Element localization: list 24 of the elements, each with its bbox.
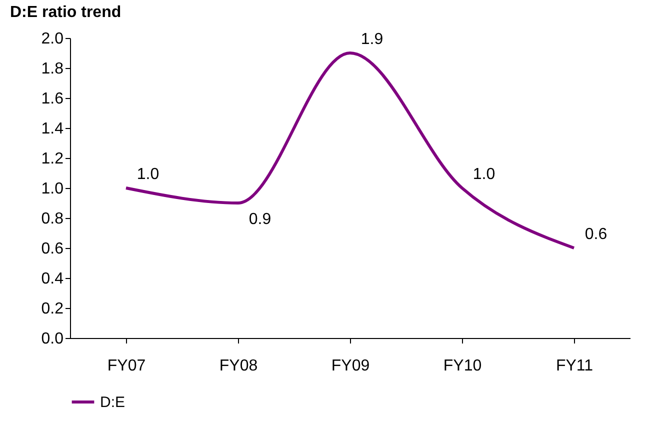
data-label: 1.0 — [136, 166, 160, 183]
y-tick-label: 0.2 — [41, 300, 64, 318]
y-tick-label: 0.8 — [41, 210, 64, 228]
x-tick-label: FY07 — [107, 358, 146, 374]
data-label: 0.6 — [584, 226, 608, 243]
y-tick-label: 1.2 — [41, 150, 64, 168]
x-tick-label: FY10 — [443, 358, 482, 374]
y-tick-label: 1.6 — [41, 90, 64, 108]
data-label: 1.9 — [360, 31, 384, 48]
chart-title: D:E ratio trend — [10, 4, 122, 21]
y-tick-label: 0.4 — [41, 270, 64, 288]
data-label: 1.0 — [472, 166, 496, 183]
y-tick-label: 1.8 — [41, 60, 64, 78]
x-tick-label: FY08 — [219, 358, 258, 374]
y-tick-label: 0.0 — [41, 330, 64, 348]
y-tick-label: 1.0 — [41, 180, 64, 198]
x-tick-label: FY11 — [556, 358, 594, 374]
data-label: 0.9 — [248, 211, 272, 228]
y-tick-label: 1.4 — [41, 120, 64, 138]
y-tick-label: 0.6 — [41, 240, 64, 258]
legend-label: D:E — [100, 394, 126, 411]
line-series — [124, 52, 576, 250]
x-tick-label: FY09 — [331, 358, 370, 374]
y-tick-label: 2.0 — [41, 30, 64, 48]
